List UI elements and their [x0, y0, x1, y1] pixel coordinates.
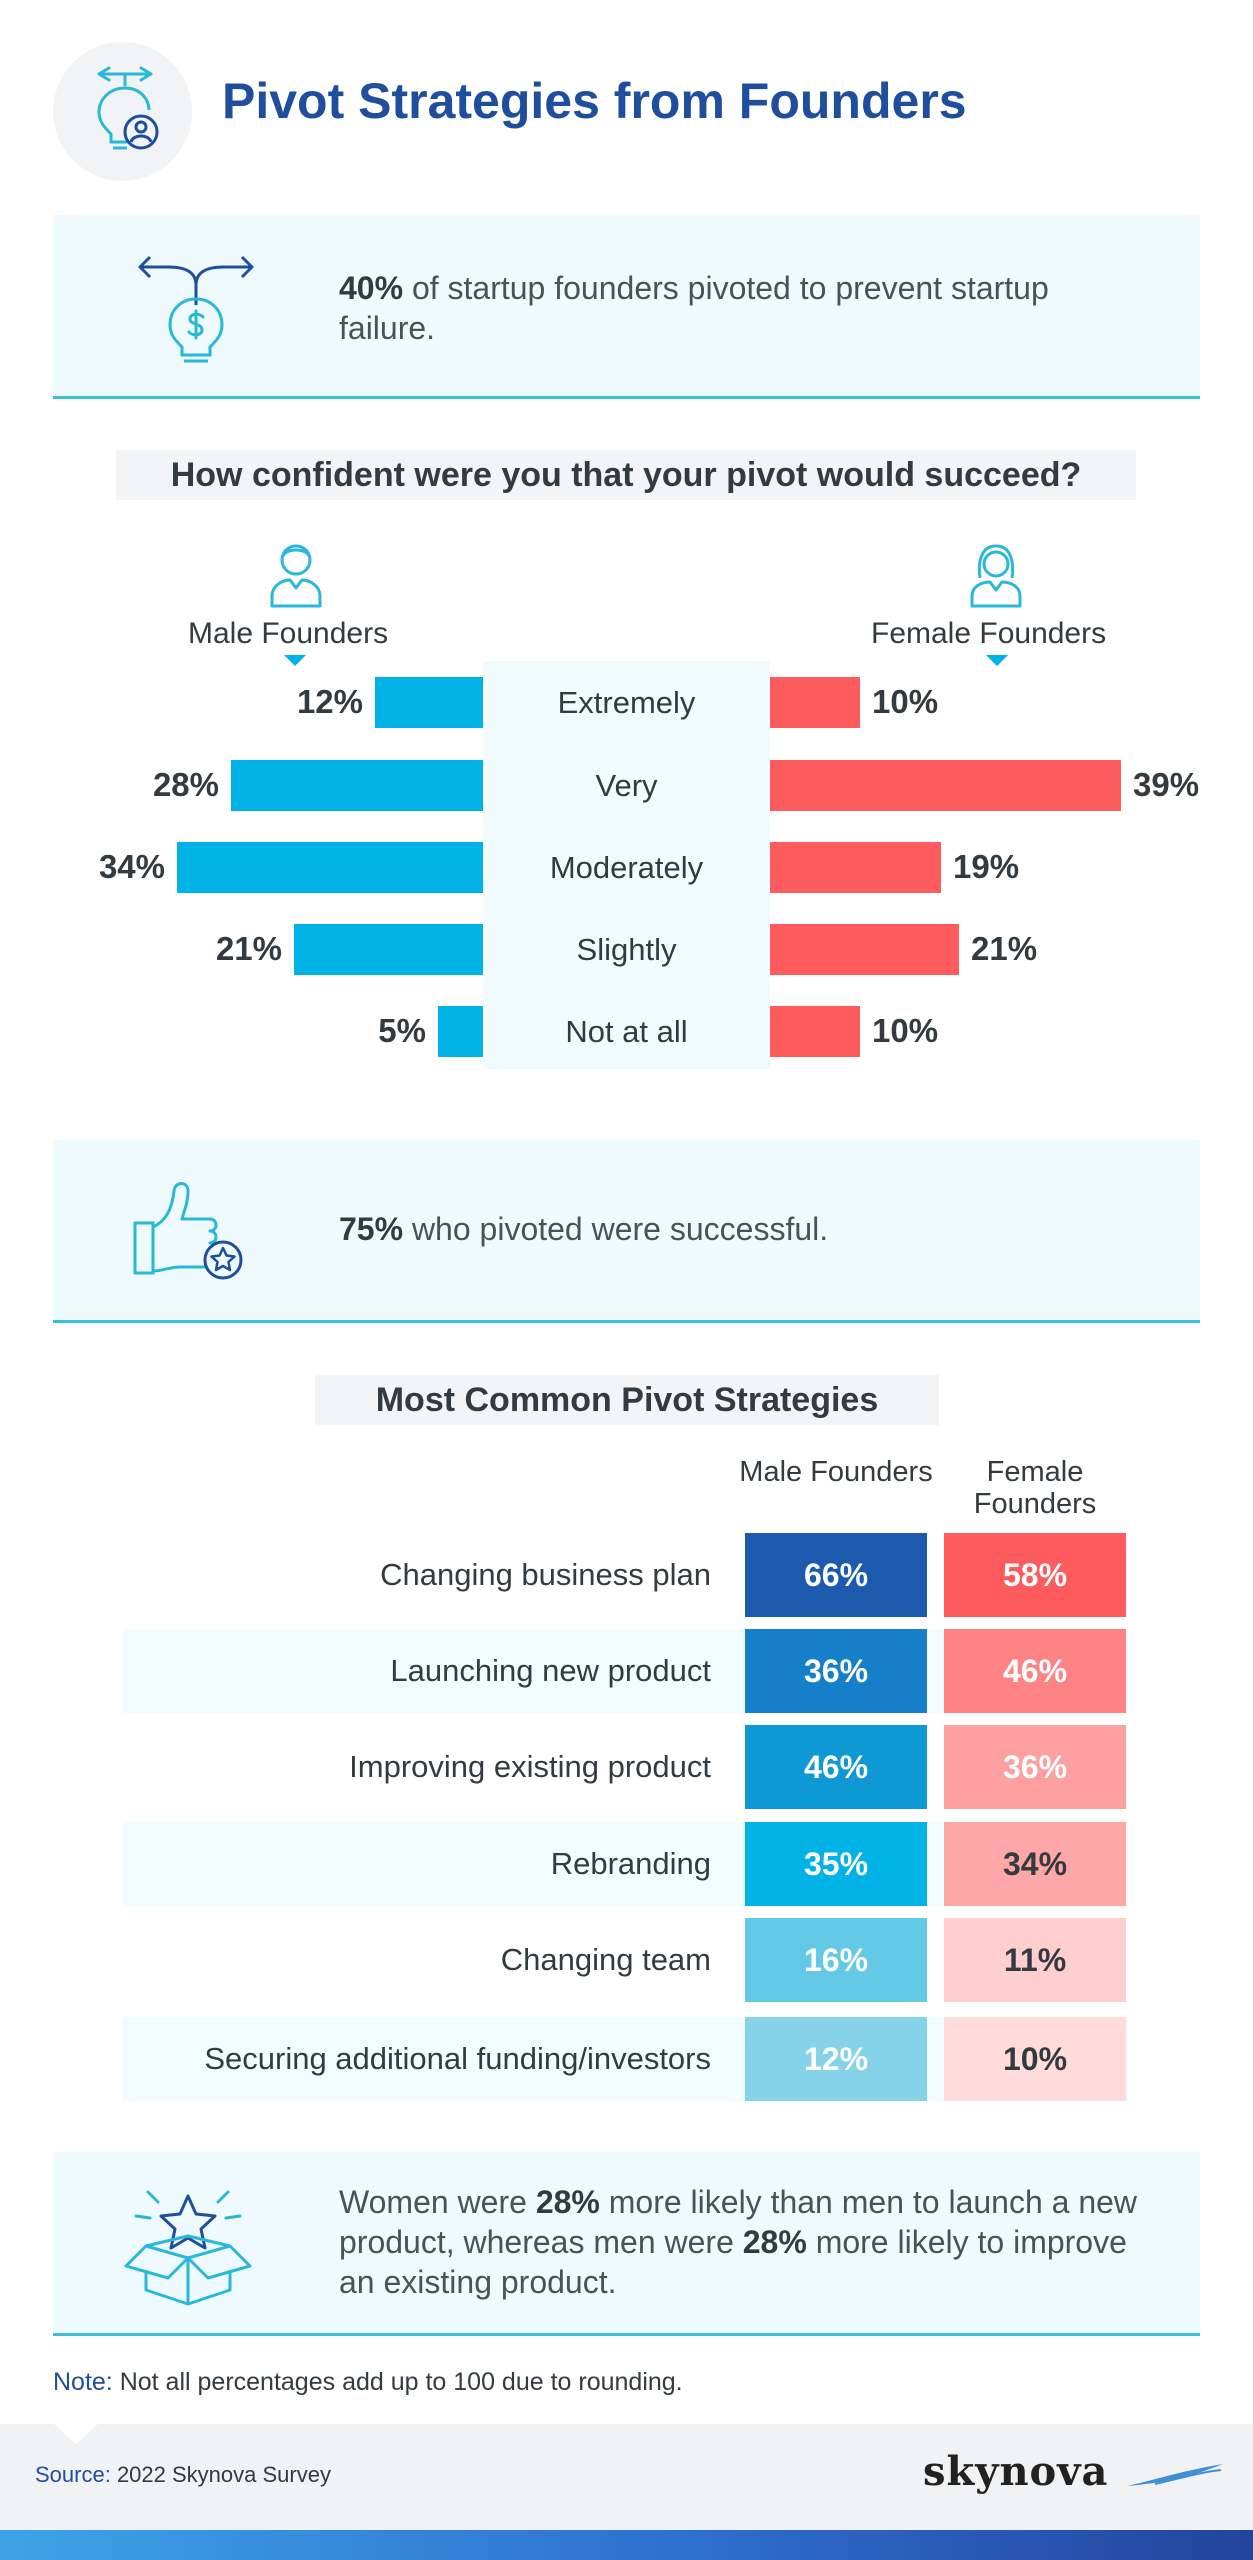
female-confidence-bar: [770, 760, 1121, 811]
male-confidence-value: 12%: [296, 683, 363, 720]
female-founder-icon: [970, 544, 1022, 608]
strategy-label: Improving existing product: [349, 1749, 711, 1784]
female-strategy-cell: 34%: [944, 1822, 1126, 1906]
stat-box-success: [53, 1140, 1200, 1323]
stat-highlight: 28%: [535, 2184, 600, 2220]
confidence-category-band: [483, 661, 770, 1069]
male-founders-label: Male Founders: [188, 617, 389, 650]
stat-body: more likely than men to launch a new pro…: [339, 2184, 1138, 2260]
footer-notch: [54, 2424, 98, 2444]
crossroad-lightbulb-dollar-icon: [138, 255, 254, 363]
strategy-label: Changing business plan: [380, 1557, 711, 1592]
female-strategy-cell: 36%: [944, 1725, 1126, 1809]
male-strategy-cell: 12%: [745, 2017, 927, 2101]
confidence-category-label: Slightly: [576, 932, 677, 967]
footer-band: [0, 2424, 1253, 2530]
thumbs-up-star-icon: [133, 1182, 243, 1280]
stat-text-success: 75% who pivoted were successful.: [339, 1209, 1139, 1249]
stat-body: of startup founders pivoted to prevent s…: [339, 270, 1049, 346]
stat-body: Women were: [339, 2184, 536, 2220]
stat-text-pivoted: 40% of startup founders pivoted to preve…: [339, 268, 1139, 348]
female-confidence-bar: [770, 842, 941, 893]
note-text: Not all percentages add up to 100 due to…: [112, 2368, 683, 2396]
stat-text-comparison: Women were 28% more likely than men to l…: [339, 2182, 1159, 2302]
male-confidence-value: 34%: [98, 848, 165, 885]
female-pointer-icon: [986, 655, 1008, 666]
male-strategy-cell: 16%: [745, 1918, 927, 2002]
male-strategy-cell: 66%: [745, 1533, 927, 1617]
strategy-label: Rebranding: [550, 1846, 711, 1881]
male-strategy-cell: 46%: [745, 1725, 927, 1809]
male-confidence-bar: [438, 1006, 483, 1057]
female-confidence-value: 39%: [1133, 766, 1200, 803]
confidence-chart-title: How confident were you that your pivot w…: [116, 450, 1136, 500]
male-confidence-value: 28%: [152, 766, 219, 803]
male-strategy-cell: 35%: [745, 1822, 927, 1906]
male-confidence-value: 21%: [215, 930, 282, 967]
stat-body: who pivoted were successful.: [403, 1211, 829, 1247]
strategy-label: Securing additional funding/investors: [204, 2041, 711, 2076]
female-strategy-cell: 10%: [944, 2017, 1126, 2101]
confidence-category-label: Very: [595, 768, 658, 803]
stat-highlight: 75%: [339, 1211, 404, 1247]
male-confidence-bar: [375, 677, 483, 728]
female-confidence-value: 10%: [872, 1012, 939, 1049]
female-strategy-cell: 11%: [944, 1918, 1126, 2002]
page-title: Pivot Strategies from Founders: [222, 73, 967, 129]
female-confidence-bar: [770, 1006, 860, 1057]
strategy-label: Changing team: [500, 1942, 711, 1977]
female-strategy-cell: 46%: [944, 1629, 1126, 1713]
source-text: 2022 Skynova Survey: [110, 2462, 331, 2487]
male-confidence-bar: [231, 760, 483, 811]
stat-highlight: 40%: [339, 270, 404, 306]
strategy-label: Launching new product: [390, 1653, 711, 1688]
male-confidence-value: 5%: [378, 1012, 426, 1049]
stat-highlight: 28%: [742, 2224, 807, 2260]
source-line: Source: 2022 Skynova Survey: [35, 2462, 331, 2488]
header-icon-circle: [53, 42, 192, 181]
col-head-male: Male Founders: [739, 1456, 933, 1488]
female-confidence-bar: [770, 924, 959, 975]
logo-swoosh-icon: [1127, 2464, 1223, 2486]
source-key: Source:: [35, 2462, 111, 2487]
bottom-gradient-band: [0, 2530, 1253, 2560]
female-confidence-bar: [770, 677, 860, 728]
skynova-logo[interactable]: skynova: [923, 2448, 1109, 2495]
female-confidence-value: 10%: [872, 683, 939, 720]
stat-box-comparison: [53, 2152, 1200, 2336]
stat-box-pivoted: [53, 215, 1200, 399]
male-confidence-bar: [294, 924, 483, 975]
male-strategy-cell: 36%: [745, 1629, 927, 1713]
female-confidence-value: 21%: [971, 930, 1038, 967]
stat-body: more likely to improve an existing produ…: [339, 2224, 1127, 2300]
confidence-category-label: Not at all: [565, 1014, 688, 1049]
male-pointer-icon: [284, 655, 306, 666]
confidence-category-label: Extremely: [557, 685, 696, 720]
col-head-female: Female Founders: [973, 1456, 1097, 1520]
female-founders-label: Female Founders: [871, 617, 1107, 650]
note-key: Note:: [53, 2368, 113, 2396]
female-confidence-value: 19%: [953, 848, 1020, 885]
open-box-star-icon: [124, 2190, 252, 2306]
lightbulb-person-icon: [97, 66, 159, 150]
confidence-category-label: Moderately: [549, 850, 704, 885]
strategies-title: Most Common Pivot Strategies: [315, 1375, 939, 1425]
male-confidence-bar: [177, 842, 483, 893]
male-founder-icon: [270, 544, 322, 608]
female-strategy-cell: 58%: [944, 1533, 1126, 1617]
rounding-note: Note: Not all percentages add up to 100 …: [53, 2368, 683, 2397]
